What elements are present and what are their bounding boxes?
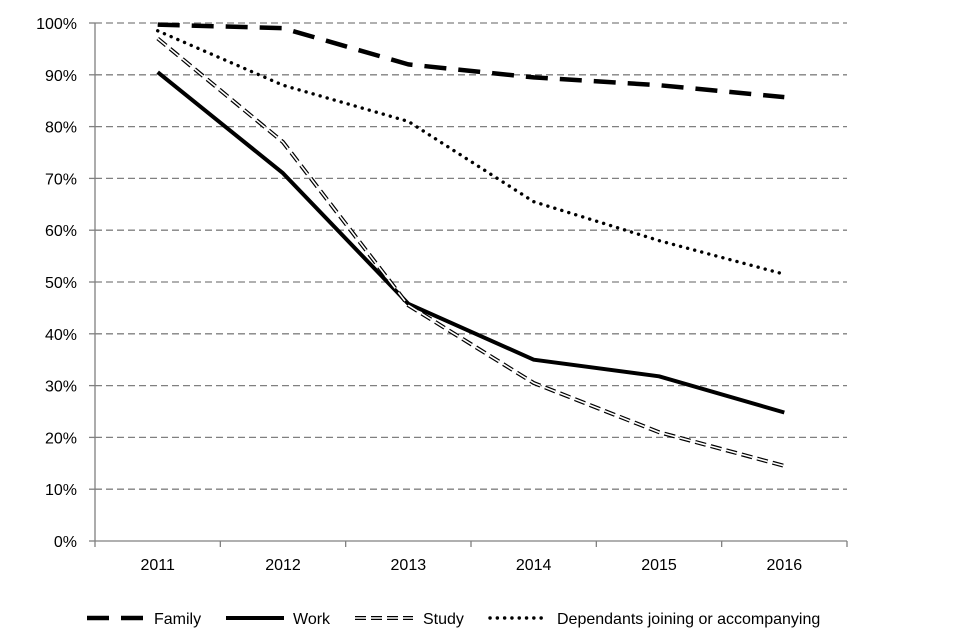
y-tick-label: 30%: [45, 379, 77, 396]
x-tick-label: 2011: [140, 557, 175, 574]
y-tick-label: 80%: [45, 120, 77, 137]
series-study-path-outer: [156, 36, 785, 468]
y-tick-label: 10%: [45, 482, 77, 499]
legend-label-study: Study: [423, 611, 464, 628]
series-study: [156, 36, 785, 468]
series-family-path: [157, 22, 785, 100]
x-tick-label: 2014: [516, 557, 552, 574]
legend-item-work: Work: [226, 611, 331, 628]
legend: Family Work Study Dependants joining or acc…: [87, 611, 820, 628]
y-tick-label: 100%: [36, 16, 77, 33]
legend-item-dependants-joining-or-accompanying: Dependants joining or accompanying: [488, 611, 820, 628]
x-tick-label: 2013: [391, 557, 427, 574]
y-tick-label: 70%: [45, 171, 77, 188]
y-tick-label: 0%: [54, 534, 77, 551]
series-family: [157, 22, 785, 100]
y-tick-label: 50%: [45, 275, 77, 292]
y-tick-label: 40%: [45, 327, 77, 344]
legend-label-dependants-joining-or-accompanying: Dependants joining or accompanying: [557, 611, 820, 628]
legend-item-study: Study: [355, 611, 464, 628]
x-tick-label: 2016: [767, 557, 803, 574]
y-tick-label: 60%: [45, 223, 77, 240]
legend-label-family: Family: [154, 611, 201, 628]
legend-label-work: Work: [293, 611, 331, 628]
x-tick-label: 2012: [265, 557, 301, 574]
series-study-path-inner: [157, 37, 785, 467]
series-work: [156, 70, 785, 415]
legend-item-family: Family: [87, 611, 201, 628]
axis-layer: 0% 10% 20% 30% 40% 50% 60% 70% 80% 90% 100% 2011 201…: [36, 16, 848, 574]
y-tick-label: 90%: [45, 68, 77, 85]
series-dependants-joining-or-accompanying-path: [156, 29, 786, 276]
series-layer: [156, 22, 786, 468]
x-tick-label: 2015: [641, 557, 677, 574]
y-tick-label: 20%: [45, 430, 77, 447]
series-work-path: [156, 70, 785, 415]
series-dependants-joining-or-accompanying: [156, 29, 786, 276]
